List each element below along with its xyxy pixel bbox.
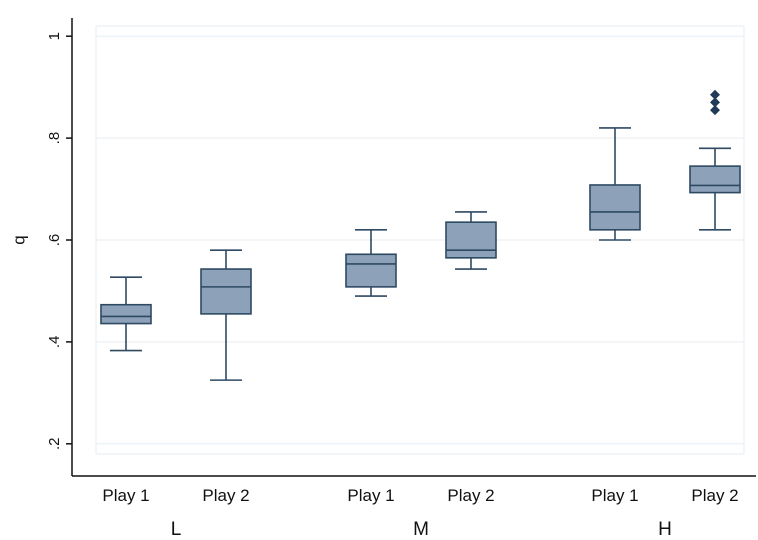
iqr-box [200, 268, 252, 315]
iqr-box [445, 221, 497, 259]
y-tick-label: .8 [46, 132, 63, 145]
box-category-label: Play 2 [447, 486, 494, 505]
y-tick-label: .6 [46, 234, 63, 247]
y-axis-label: q [9, 235, 28, 244]
group-label: L [171, 519, 182, 540]
box-category-label: Play 2 [691, 486, 738, 505]
outlier-point [710, 97, 720, 108]
iqr-box [689, 165, 741, 194]
box-category-label: Play 1 [102, 486, 149, 505]
box-category-label: Play 1 [347, 486, 394, 505]
iqr-box [100, 303, 152, 325]
box-category-label: Play 1 [591, 486, 638, 505]
group-label: M [413, 519, 429, 540]
grid-lines [96, 35, 744, 445]
boxes [100, 89, 741, 381]
y-tick-label: 1 [46, 32, 63, 40]
y-tick-label: .2 [46, 438, 63, 451]
y-axis-ticks: .2 .4 .6 .8 1 [46, 32, 72, 450]
y-tick-label: .4 [46, 336, 63, 349]
iqr-box [345, 253, 397, 288]
outlier-point [710, 105, 720, 116]
outlier-point [710, 89, 720, 100]
box-category-label: Play 2 [202, 486, 249, 505]
x-axis-labels: L Play 1 Play 2 M Play 1 Play 2 H Play 1 Play 2 [102, 486, 738, 540]
group-label: H [658, 519, 672, 540]
iqr-box [589, 184, 641, 231]
